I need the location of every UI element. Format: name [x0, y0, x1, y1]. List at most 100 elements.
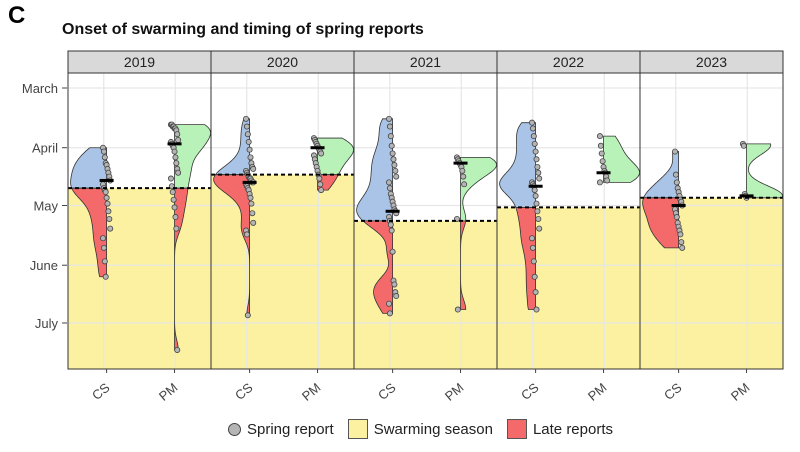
spring-report-point — [175, 169, 182, 176]
x-tick-label: CS — [89, 380, 113, 403]
facet-strip-label: 2022 — [553, 54, 584, 70]
spring-report-point — [529, 244, 536, 251]
spring-report-point — [391, 162, 398, 169]
spring-report-point — [317, 181, 324, 188]
spring-report-point — [101, 154, 108, 161]
spring-report-point — [100, 148, 107, 155]
x-tick-label: CS — [375, 380, 399, 403]
violin-early-PM — [174, 124, 211, 189]
spring-report-point — [529, 119, 536, 126]
facet-panel-2019: 2019 CS PM — [67, 50, 212, 404]
x-tick-label: PM — [156, 380, 181, 404]
spring-report-point — [673, 214, 680, 221]
spring-report-point — [529, 125, 536, 132]
spring-report-point — [534, 208, 541, 215]
spring-report-point — [318, 187, 325, 194]
spring-report-point — [533, 200, 540, 207]
violin-early-PM — [746, 143, 783, 199]
spring-report-point — [672, 171, 679, 178]
facet-panel-2022: 2022 CS PM — [496, 50, 641, 404]
spring-report-point — [104, 200, 111, 207]
spring-report-point — [387, 221, 394, 228]
spring-report-point — [598, 150, 605, 157]
x-tick-label: PM — [585, 380, 610, 404]
spring-report-point — [105, 208, 112, 215]
spring-report-point — [535, 215, 542, 222]
legend-label: Late reports — [532, 420, 613, 438]
spring-report-point — [597, 142, 604, 149]
legend-item-swarming-season: Swarming season — [347, 419, 493, 439]
spring-report-point — [533, 156, 540, 163]
spring-report-point — [250, 165, 257, 172]
spring-report-point — [604, 177, 611, 184]
spring-report-point — [740, 142, 747, 149]
legend-item-spring-report: Spring report — [228, 421, 334, 438]
spring-report-point — [102, 189, 109, 196]
spring-report-point — [596, 133, 603, 140]
facet-panel-2023: 2023 CS PM — [639, 50, 784, 404]
facet-panel-2021: 2021 CS PM — [353, 50, 498, 404]
legend-swatch — [347, 419, 368, 439]
violin-late-CS — [361, 220, 394, 314]
spring-report-point — [169, 189, 176, 196]
spring-report-point — [530, 133, 537, 140]
spring-report-point — [167, 175, 174, 182]
spring-report-point — [100, 244, 107, 251]
spring-report-point — [460, 173, 467, 180]
spring-report-point — [386, 300, 393, 307]
legend: Spring report Swarming season Late repor… — [228, 418, 627, 440]
spring-report-point — [247, 154, 254, 161]
spring-report-point — [316, 175, 323, 182]
spring-report-point — [389, 150, 396, 157]
spring-report-point — [532, 289, 539, 296]
legend-point-marker — [228, 422, 241, 436]
spring-report-point — [393, 173, 400, 180]
violin-late-CS — [515, 207, 537, 310]
y-tick-label: May — [33, 199, 58, 214]
spring-report-point — [459, 167, 466, 174]
spring-report-point — [243, 123, 250, 130]
facet-strip-label: 2021 — [410, 54, 441, 70]
spring-report-point — [672, 148, 679, 155]
legend-label: Swarming season — [373, 420, 493, 438]
violin-late-PM — [460, 220, 467, 310]
x-tick-label: PM — [728, 380, 753, 404]
spring-report-point — [531, 187, 538, 194]
spring-report-point — [249, 210, 256, 217]
spring-report-point — [106, 215, 113, 222]
spring-report-point — [531, 273, 538, 280]
spring-report-point — [392, 167, 399, 174]
violin-early-CS — [642, 151, 680, 199]
spring-report-point — [529, 235, 536, 242]
panel-border — [639, 72, 784, 370]
spring-report-point — [536, 175, 543, 182]
spring-report-point — [171, 148, 178, 155]
spring-report-point — [175, 137, 182, 144]
spring-report-point — [530, 258, 537, 265]
spring-report-point — [101, 258, 108, 265]
spring-report-point — [535, 169, 542, 176]
spring-report-point — [245, 138, 252, 145]
swarming-season-area — [497, 207, 640, 369]
spring-report-point — [536, 225, 543, 232]
violin-early-CS — [214, 118, 251, 176]
spring-report-point — [243, 115, 250, 122]
x-tick-label: PM — [299, 380, 324, 404]
spring-report-point — [532, 192, 539, 199]
x-tick-label: CS — [232, 380, 256, 403]
spring-report-point — [386, 185, 393, 192]
spring-report-point — [173, 160, 180, 167]
spring-report-point — [679, 244, 686, 251]
spring-report-point — [318, 150, 325, 157]
y-tick-label: April — [32, 141, 58, 156]
spring-report-point — [393, 293, 400, 300]
swarming-season-area — [68, 188, 211, 369]
x-tick-label: CS — [661, 380, 685, 403]
spring-report-point — [173, 225, 180, 232]
x-tick-label: PM — [442, 380, 467, 404]
violin-late-PM — [317, 174, 340, 191]
spring-report-point — [386, 310, 393, 317]
spring-report-point — [388, 142, 395, 149]
violin-late-CS — [71, 187, 108, 278]
spring-report-point — [247, 194, 254, 201]
